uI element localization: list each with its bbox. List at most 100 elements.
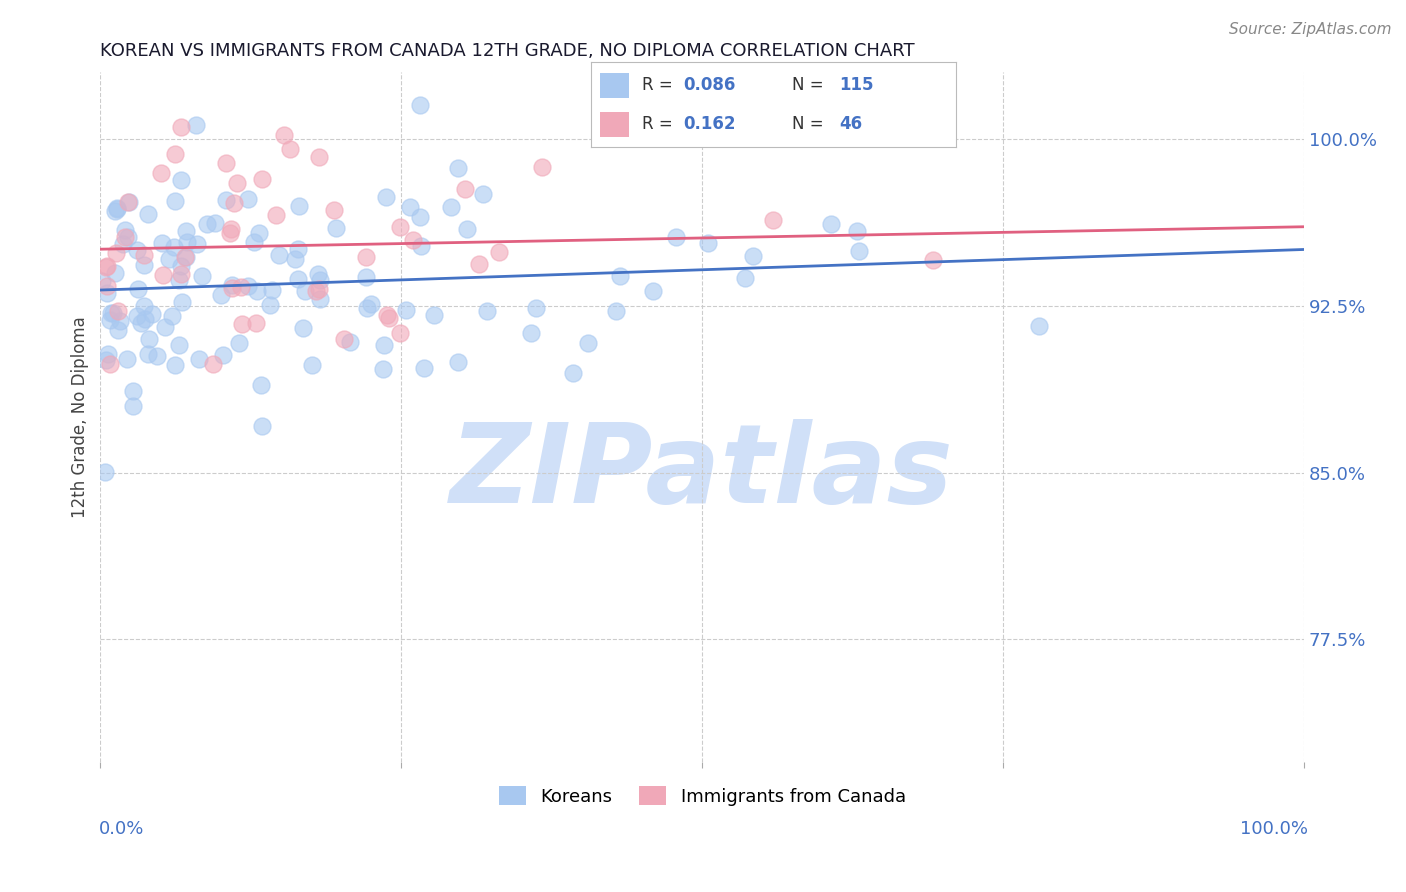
Point <box>204 216 226 230</box>
Point <box>170 259 193 273</box>
Point <box>422 308 444 322</box>
Text: R =: R = <box>641 77 678 95</box>
Point <box>107 303 129 318</box>
Point <box>373 361 395 376</box>
Point <box>375 308 398 322</box>
Point <box>354 250 377 264</box>
Point <box>172 295 194 310</box>
Text: 115: 115 <box>839 77 873 95</box>
Point <box>260 284 283 298</box>
Point <box>136 346 159 360</box>
Point <box>576 335 599 350</box>
Point <box>374 189 396 203</box>
Point <box>160 309 183 323</box>
Point <box>114 230 136 244</box>
Point <box>212 348 235 362</box>
Point <box>94 466 117 480</box>
Point <box>152 268 174 282</box>
Point <box>288 199 311 213</box>
Point <box>218 226 240 240</box>
Point <box>174 250 197 264</box>
Point <box>110 314 132 328</box>
Point <box>412 360 434 375</box>
Point <box>127 309 149 323</box>
Point <box>323 203 346 218</box>
Point <box>117 230 139 244</box>
Point <box>454 182 477 196</box>
Point <box>186 237 208 252</box>
Point <box>104 266 127 280</box>
Point <box>94 260 117 275</box>
Point <box>215 156 238 170</box>
Point <box>97 347 120 361</box>
Point <box>202 357 225 371</box>
Point <box>333 332 356 346</box>
Text: 0.162: 0.162 <box>683 115 737 133</box>
Point <box>165 358 187 372</box>
Point <box>188 352 211 367</box>
Text: ZIPatlas: ZIPatlas <box>450 418 955 525</box>
Point <box>127 244 149 258</box>
Point <box>163 240 186 254</box>
Point <box>221 281 243 295</box>
Point <box>117 194 139 209</box>
Point <box>305 284 328 298</box>
Text: N =: N = <box>792 77 828 95</box>
Point <box>468 257 491 271</box>
Point <box>167 272 190 286</box>
Point <box>103 204 125 219</box>
Point <box>105 245 128 260</box>
Point <box>243 235 266 250</box>
Point <box>665 230 688 244</box>
Point <box>229 279 252 293</box>
Point <box>122 400 145 414</box>
Point <box>697 235 720 250</box>
Point <box>215 194 238 208</box>
Point <box>477 304 499 318</box>
Point <box>266 209 288 223</box>
Text: R =: R = <box>641 115 678 133</box>
Text: KOREAN VS IMMIGRANTS FROM CANADA 12TH GRADE, NO DIPLOMA CORRELATION CHART: KOREAN VS IMMIGRANTS FROM CANADA 12TH GR… <box>100 42 915 60</box>
Point <box>150 165 173 179</box>
Point <box>132 258 155 272</box>
Point <box>294 285 316 299</box>
Point <box>111 237 134 252</box>
Point <box>170 268 193 282</box>
Text: Source: ZipAtlas.com: Source: ZipAtlas.com <box>1229 22 1392 37</box>
Point <box>103 306 125 320</box>
Point <box>96 278 118 293</box>
Point <box>170 173 193 187</box>
Text: 100.0%: 100.0% <box>1240 821 1308 838</box>
Point <box>820 217 842 231</box>
Point <box>409 98 432 112</box>
Point <box>129 316 152 330</box>
Point <box>278 142 301 156</box>
Point <box>409 238 432 252</box>
Point <box>325 220 347 235</box>
Point <box>249 377 271 392</box>
Bar <box>599 112 628 137</box>
Point <box>641 284 664 298</box>
Point <box>96 259 118 273</box>
Point <box>155 320 177 334</box>
Point <box>605 304 627 318</box>
Point <box>471 187 494 202</box>
Point <box>848 244 870 258</box>
Point <box>163 146 186 161</box>
Point <box>562 366 585 380</box>
Point <box>301 358 323 372</box>
Point <box>141 307 163 321</box>
Point <box>107 323 129 337</box>
Point <box>221 222 243 236</box>
Point <box>98 357 121 371</box>
Point <box>138 207 160 221</box>
Point <box>609 268 631 283</box>
Point <box>170 120 193 135</box>
Point <box>138 332 160 346</box>
Point <box>273 128 295 142</box>
Point <box>308 292 330 306</box>
Point <box>378 310 401 325</box>
Point <box>245 316 267 330</box>
Point <box>167 338 190 352</box>
Point <box>741 249 763 263</box>
